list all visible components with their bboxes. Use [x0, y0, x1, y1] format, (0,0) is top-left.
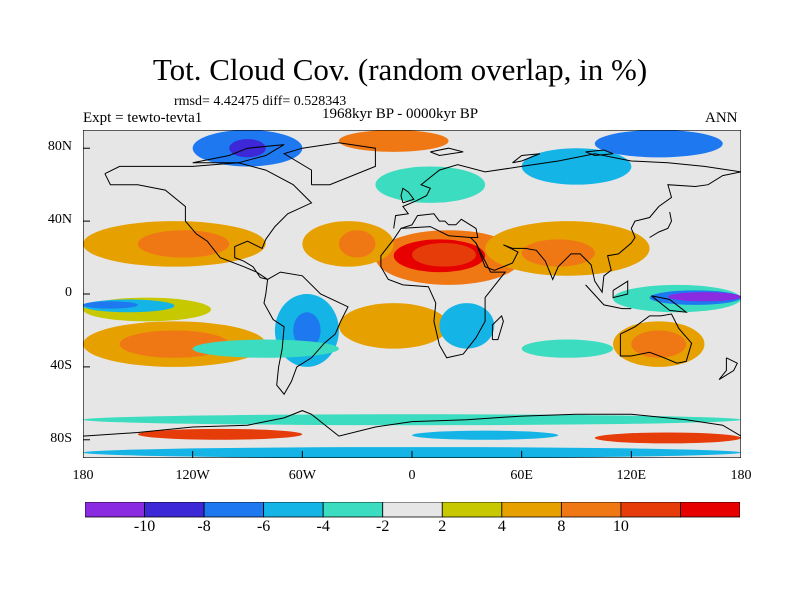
- coastline: [282, 142, 376, 186]
- coastline: [651, 295, 688, 313]
- colorbar-label: -6: [256, 518, 271, 535]
- anomaly-region: [594, 130, 723, 158]
- colorbar-swatch: [203, 502, 265, 518]
- colorbar-swatch: [263, 502, 324, 518]
- anomaly-region: [375, 166, 486, 203]
- y-tick-label: 0: [65, 285, 72, 300]
- coastline: [400, 187, 415, 204]
- anomaly-region: [521, 239, 595, 267]
- x-tick-label: 180: [72, 468, 94, 483]
- experiment-label: Expt = tewto-tevta1: [83, 110, 203, 126]
- coastline: [393, 153, 741, 229]
- stats-label: rmsd= 4.42475 diff= 0.528343: [174, 94, 347, 109]
- coastline: [380, 226, 507, 359]
- anomaly-region: [83, 414, 741, 426]
- anomaly-region: [137, 428, 303, 440]
- coastline: [585, 149, 614, 157]
- coastline: [400, 213, 479, 238]
- colorbar-swatch: [144, 502, 205, 518]
- colorbar-swatch: [560, 502, 622, 518]
- coastline: [718, 357, 738, 381]
- anomaly-region: [521, 148, 632, 185]
- colorbar: [85, 502, 740, 518]
- coastline: [192, 144, 285, 164]
- coastline: [83, 410, 741, 437]
- coastlines: [83, 142, 741, 437]
- colorbar-swatch: [501, 502, 562, 518]
- anomaly-region: [667, 292, 741, 302]
- x-tick-label: 0: [408, 468, 416, 483]
- anomaly-region: [594, 432, 741, 444]
- colorbar-label: -8: [197, 518, 211, 535]
- coastline: [619, 313, 693, 364]
- anomaly-region: [83, 301, 138, 309]
- cloud-cover-map: [83, 130, 741, 458]
- colorbar-label: -10: [133, 518, 156, 535]
- coastline: [649, 211, 673, 238]
- coastline: [612, 280, 629, 299]
- axis-tick-marks: [83, 147, 741, 458]
- colorbar-swatch: [620, 502, 681, 518]
- anomaly-region: [338, 130, 449, 152]
- y-tick-label: 80S: [50, 430, 72, 446]
- y-tick-label: 80N: [47, 139, 72, 155]
- colorbar-swatch: [680, 502, 740, 518]
- colorbar-label: -2: [376, 518, 390, 535]
- anomaly-region: [412, 430, 559, 440]
- period-label: 1968kyr BP - 0000kyr BP: [322, 106, 479, 122]
- coastline: [263, 271, 349, 396]
- colorbar-swatch: [382, 502, 443, 518]
- y-tick-label: 40N: [47, 212, 72, 228]
- anomaly-region: [439, 303, 495, 349]
- coastline: [491, 314, 504, 341]
- colorbar-label: 10: [612, 518, 629, 535]
- coastline: [512, 153, 541, 164]
- anomaly-region: [293, 312, 321, 349]
- anomaly-region: [521, 339, 614, 358]
- x-tick-label: 120W: [175, 468, 210, 483]
- colorbar-swatch: [322, 502, 384, 518]
- season-label: ANN: [705, 110, 738, 126]
- anomaly-region: [338, 303, 449, 349]
- coastline: [475, 171, 741, 294]
- anomaly-region: [192, 339, 339, 358]
- colorbar-label: 4: [497, 518, 506, 535]
- anomaly-field: [83, 130, 741, 458]
- colorbar-label: 2: [438, 518, 447, 535]
- x-tick-label: 60E: [510, 468, 533, 483]
- plot-title: Tot. Cloud Cov. (random overlap, in %): [152, 52, 648, 87]
- colorbar-swatch: [441, 502, 503, 518]
- x-tick-label: 120E: [616, 468, 647, 483]
- colorbar-label: -4: [316, 518, 330, 535]
- anomaly-region: [412, 242, 476, 267]
- anomaly-region: [137, 230, 230, 258]
- x-tick-label: 60W: [288, 468, 316, 483]
- coastline: [430, 147, 464, 157]
- anomaly-region: [338, 230, 376, 258]
- y-tick-label: 40S: [50, 357, 72, 373]
- colorbar-label: 8: [557, 518, 566, 535]
- colorbar-swatch: [85, 502, 145, 518]
- coastline: [104, 162, 313, 280]
- x-tick-label: 180: [730, 468, 752, 483]
- coastline: [585, 284, 632, 310]
- anomaly-region: [631, 330, 687, 358]
